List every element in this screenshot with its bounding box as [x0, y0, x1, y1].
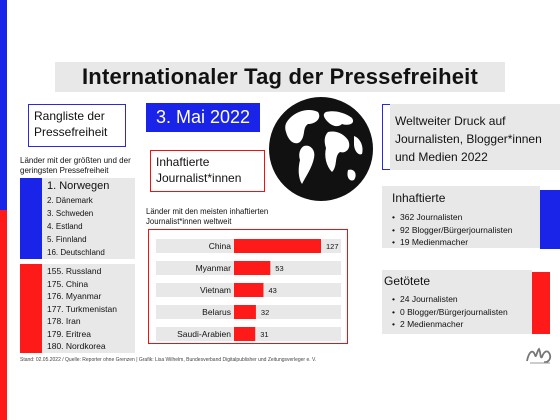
worst-ranking-list: 155. Russland 175. China 176. Myanmar 17…	[47, 265, 137, 353]
ranking-heading-frame	[28, 104, 126, 147]
worst-ranking-item: 179. Eritrea	[47, 328, 91, 339]
killed-stat-text: 24 Journalisten	[400, 294, 458, 304]
chart-category-label: Myanmar	[196, 263, 232, 273]
page-title: Internationaler Tag der Pressefreiheit	[55, 62, 505, 92]
best-ranking-item: 2. Dänemark	[47, 196, 93, 205]
best-ranking-accent	[20, 178, 42, 259]
chart-category-label: Belarus	[202, 307, 231, 317]
jailed-stat-text: 19 Medienmacher	[400, 237, 469, 247]
killed-stat-text: 2 Medienmacher	[400, 319, 464, 329]
chart-value-label: 127	[326, 242, 339, 251]
killed-stats-list: • 24 Journalisten • 0 Blogger/Bürgerjourna…	[392, 293, 532, 331]
jailed-stats-panel	[382, 186, 540, 248]
jailed-stats-accent	[540, 190, 560, 249]
killed-stat-text: 0 Blogger/Bürgerjournalisten	[400, 306, 508, 317]
list-item: • 24 Journalisten	[392, 294, 458, 304]
jailed-stats-list: • 362 Journalisten • 92 Blogger/Bürgerjour…	[392, 211, 538, 249]
best-ranking-item: 1. Norwegen	[47, 180, 110, 192]
chart-value-label: 43	[268, 286, 276, 295]
list-item: • 19 Medienmacher	[392, 237, 469, 247]
worst-ranking-item: 177. Turkmenistan	[47, 303, 117, 314]
jailed-bar-chart: China 127 Myanmar 53 Vietnam 43 Belarus 32 Saudi…	[156, 239, 341, 341]
world-pressure-panel	[390, 104, 560, 170]
chart-category-label: Saudi-Arabien	[177, 329, 231, 339]
worst-ranking-item: 175. China	[47, 278, 89, 289]
chart-value-label: 32	[261, 308, 269, 317]
list-item: • 2 Medienmacher	[392, 319, 464, 329]
jailed-stat-text: 92 Blogger/Bürgerjournalisten	[400, 224, 513, 235]
left-accent-blue-bar	[0, 0, 7, 210]
worst-ranking-item: 180. Nordkorea	[47, 341, 106, 351]
list-item: • 92 Blogger/Bürgerjournalisten	[392, 224, 513, 235]
globe-icon	[269, 97, 373, 201]
killed-stats-accent	[532, 272, 550, 334]
date-badge: 3. Mai 2022	[146, 103, 260, 132]
worst-ranking-item: 178. Iran	[47, 316, 81, 326]
chart-bar	[234, 305, 256, 319]
list-item: • 0 Blogger/Bürgerjournalisten	[392, 306, 508, 317]
chart-category-label: China	[209, 241, 231, 251]
jailed-heading: Inhaftierte Journalist*innen	[156, 155, 242, 185]
worst-ranking-item: 176. Myanmar	[47, 291, 102, 301]
ranking-subtitle: Länder mit der größten und der geringste…	[20, 156, 131, 175]
chart-value-label: 53	[275, 264, 283, 273]
best-ranking-item: 5. Finnland	[47, 235, 87, 244]
worst-ranking-accent	[20, 264, 42, 353]
killed-stats-heading: Getötete	[384, 274, 431, 288]
chart-bar	[234, 261, 271, 275]
publisher-logo-icon	[526, 347, 552, 364]
chart-bar	[234, 239, 321, 253]
best-ranking-item: 4. Estland	[47, 222, 83, 231]
best-ranking-item: 3. Schweden	[47, 209, 94, 218]
chart-bar	[234, 283, 264, 297]
chart-subtitle: Länder mit den meisten inhaftierten Jour…	[146, 207, 269, 226]
list-item: • 362 Journalisten	[392, 212, 463, 222]
best-ranking-item: 16. Deutschland	[47, 248, 105, 257]
chart-category-label: Vietnam	[200, 285, 231, 295]
best-ranking-list: 1. Norwegen 2. Dänemark 3. Schweden 4. E…	[47, 179, 137, 259]
chart-frame	[148, 229, 348, 344]
worst-ranking-item: 155. Russland	[47, 266, 102, 276]
ranking-heading: Rangliste der Pressefreiheit	[34, 109, 108, 139]
chart-value-label: 31	[260, 330, 268, 339]
chart-bar	[234, 327, 256, 341]
killed-stats-panel	[382, 270, 532, 334]
world-pressure-heading: Weltweiter Druck auf Journalisten, Blogg…	[395, 114, 542, 164]
jailed-stats-heading: Inhaftierte	[392, 191, 446, 205]
jailed-stat-text: 362 Journalisten	[400, 212, 463, 222]
footer-source: Stand: 02.05.2022 / Quelle: Reporter ohn…	[20, 357, 317, 363]
jailed-heading-frame	[150, 150, 265, 192]
left-accent-red-bar	[0, 210, 7, 420]
